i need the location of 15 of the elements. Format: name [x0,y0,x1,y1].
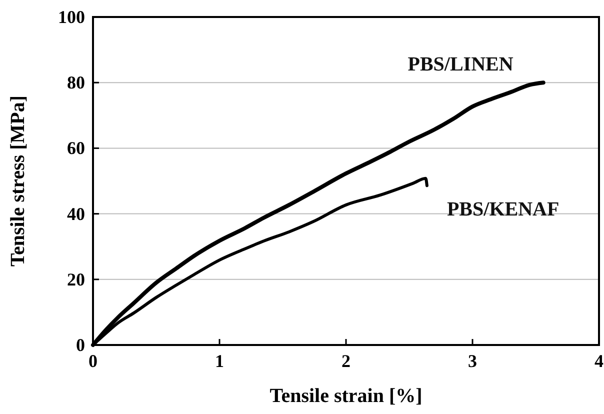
y-tick-label: 40 [67,204,85,224]
x-tick-label: 2 [342,351,350,371]
y-axis-title: Tensile stress [MPa] [7,95,29,267]
x-tick-label: 3 [468,351,477,371]
y-tick-label: 20 [67,269,85,290]
x-tick-label: 1 [215,351,224,371]
y-tick-label: 80 [67,72,85,93]
x-axis-title: Tensile strain [%] [270,385,422,407]
x-tick-label: 0 [88,351,98,371]
series-label: PBS/KENAF [446,198,560,221]
y-tick-label: 100 [58,7,85,27]
y-tick-label: 0 [76,335,85,355]
series-label: PBS/LINEN [408,54,514,76]
x-tick-label: 4 [594,351,604,371]
y-tick-label: 60 [67,138,85,158]
